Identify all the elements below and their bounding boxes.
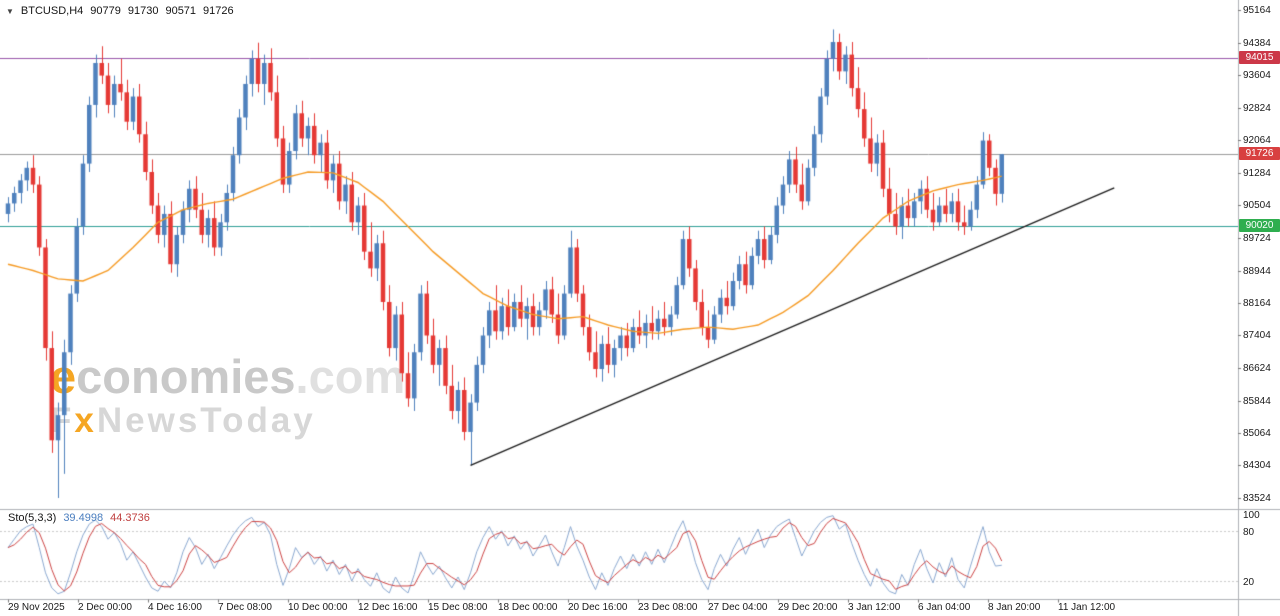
price-tick-label: 85064 (1243, 428, 1271, 439)
time-tick-label[interactable]: 11 Jan 12:00 (1058, 602, 1116, 613)
price-tick-label: 90504 (1243, 200, 1271, 211)
price-tick-label: 94384 (1243, 38, 1271, 49)
time-tick-label[interactable]: 29 Nov 2025 (8, 602, 65, 613)
stochastic-k-value: 39.4998 (63, 512, 104, 524)
ohlc-close: 91726 (203, 5, 234, 17)
time-tick-label[interactable]: 15 Dec 08:00 (428, 602, 488, 613)
time-tick-label[interactable]: 20 Dec 16:00 (568, 602, 628, 613)
stochastic-label: Sto(5,3,3) 39.4998 44.3736 (8, 512, 150, 524)
stoch-scale-label: 20 (1243, 577, 1255, 588)
price-tick-label: 91284 (1243, 168, 1271, 179)
time-tick-label[interactable]: 27 Dec 04:00 (708, 602, 768, 613)
time-tick-label[interactable]: 3 Jan 12:00 (848, 602, 901, 613)
time-tick-label[interactable]: 2 Dec 00:00 (78, 602, 132, 613)
price-tick-label: 92824 (1243, 103, 1271, 114)
price-tick-label: 95164 (1243, 5, 1271, 16)
stochastic-name: Sto(5,3,3) (8, 512, 57, 524)
price-flag: 90020 (1239, 219, 1280, 232)
time-tick-label[interactable]: 18 Dec 00:00 (498, 602, 558, 613)
price-tick-label: 89724 (1243, 233, 1271, 244)
price-tick-label: 93604 (1243, 70, 1271, 81)
price-tick-label: 88944 (1243, 266, 1271, 277)
time-tick-label[interactable]: 4 Dec 16:00 (148, 602, 202, 613)
price-tick-label: 83524 (1243, 493, 1271, 504)
price-flag: 91726 (1239, 147, 1280, 160)
stoch-scale-label: 80 (1243, 527, 1255, 538)
price-tick-label: 88164 (1243, 298, 1271, 309)
price-tick-label: 87404 (1243, 330, 1271, 341)
chevron-down-icon[interactable]: ▼ (6, 6, 14, 16)
time-tick-label[interactable]: 6 Jan 04:00 (918, 602, 971, 613)
ohlc-open: 90779 (90, 5, 121, 17)
price-tick-label: 85844 (1243, 396, 1271, 407)
price-tick-label: 86624 (1243, 363, 1271, 374)
time-tick-label[interactable]: 10 Dec 00:00 (288, 602, 348, 613)
time-tick-label[interactable]: 29 Dec 20:00 (778, 602, 838, 613)
time-tick-label[interactable]: 23 Dec 08:00 (638, 602, 698, 613)
ohlc-high: 91730 (127, 5, 159, 17)
stochastic-d-value: 44.3736 (110, 512, 150, 524)
symbol-timeframe: BTCUSD,H4 (20, 5, 84, 17)
time-tick-label[interactable]: 8 Jan 20:00 (988, 602, 1041, 613)
price-flag: 94015 (1239, 51, 1280, 64)
ohlc-readout: ▼ BTCUSD,H4 90779 91730 90571 91726 (6, 5, 234, 17)
price-tick-label: 84304 (1243, 460, 1271, 471)
price-tick-label: 92064 (1243, 135, 1271, 146)
time-tick-label[interactable]: 7 Dec 08:00 (218, 602, 272, 613)
ohlc-low: 90571 (165, 5, 197, 17)
time-tick-label[interactable]: 12 Dec 16:00 (358, 602, 418, 613)
stoch-scale-label: 100 (1243, 510, 1260, 521)
